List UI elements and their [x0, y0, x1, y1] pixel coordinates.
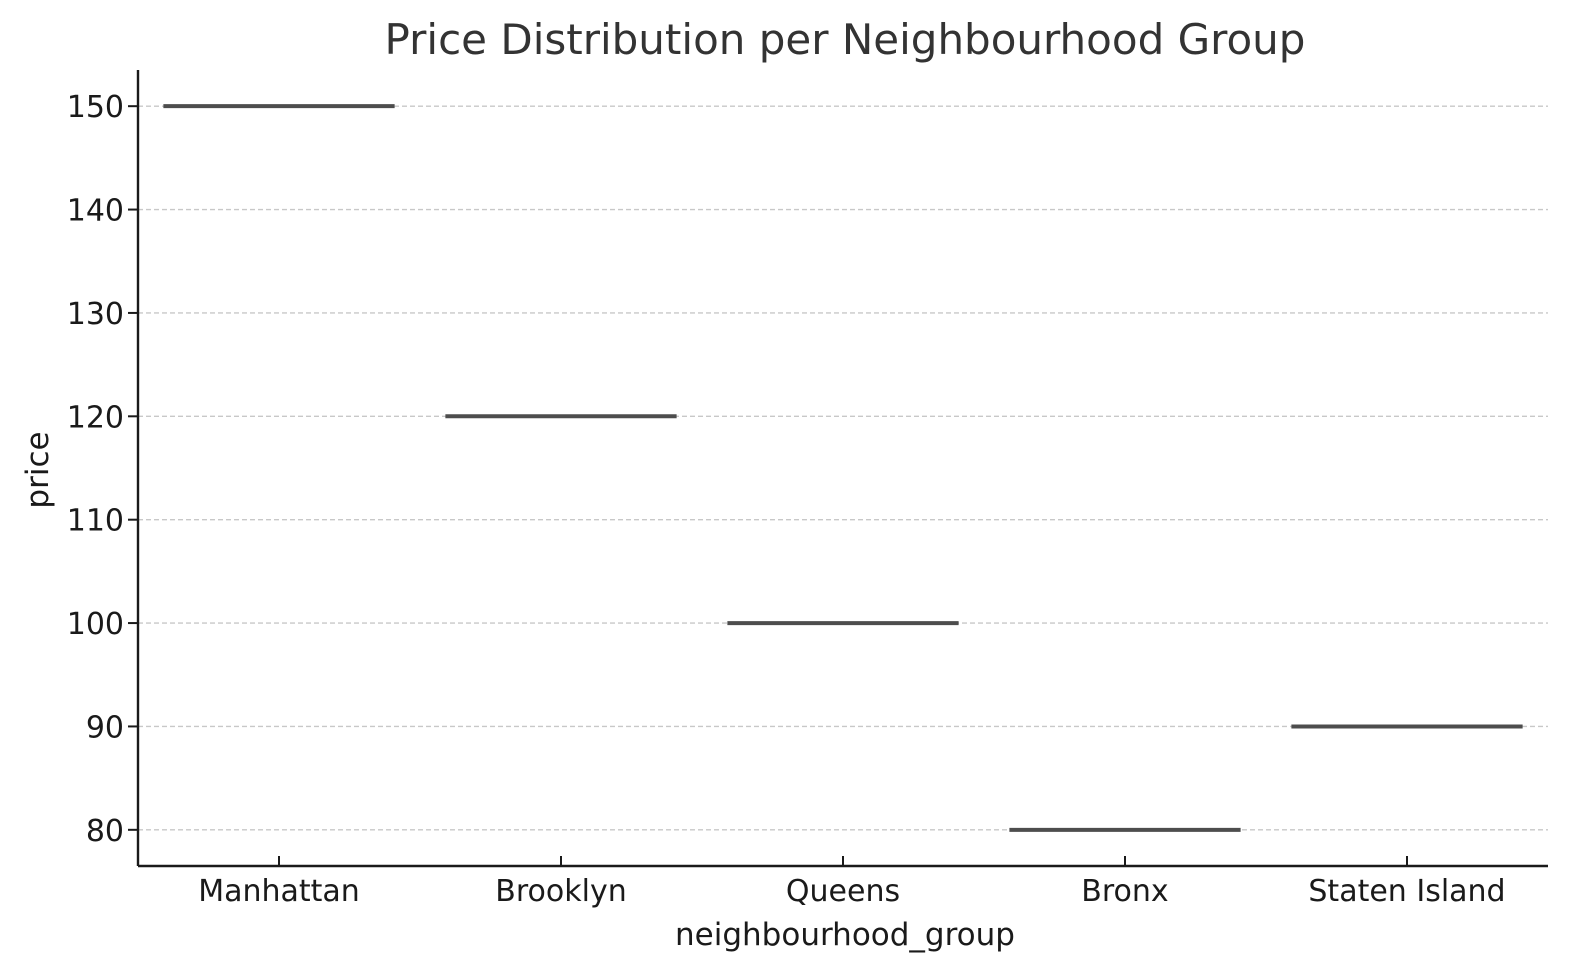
x-tick-label: Queens	[786, 874, 900, 909]
mark-layer	[163, 104, 1523, 832]
x-axis-label: neighbourhood_group	[675, 917, 1015, 953]
y-tick-label: 130	[67, 297, 124, 332]
y-tick-label: 100	[67, 607, 124, 642]
x-tick-label: Brooklyn	[495, 874, 626, 909]
y-tick-label: 140	[67, 194, 124, 229]
chart-title: Price Distribution per Neighbourhood Gro…	[385, 15, 1306, 64]
y-tick-label: 150	[67, 90, 124, 125]
tick-layer: 80 90 100 110 120 130 140 150 Manhattan Brooklyn Q…	[67, 90, 1506, 909]
x-tick-label: Staten Island	[1308, 874, 1505, 909]
y-tick-label: 110	[67, 504, 124, 539]
x-tick-label: Bronx	[1081, 874, 1168, 909]
y-tick-label: 90	[86, 710, 124, 745]
axis-layer	[136, 70, 1548, 868]
y-tick-label: 120	[67, 400, 124, 435]
y-tick-label: 80	[86, 814, 124, 849]
grid-layer	[138, 105, 1548, 831]
x-tick-label: Manhattan	[198, 874, 360, 909]
y-axis-label: price	[20, 431, 56, 508]
